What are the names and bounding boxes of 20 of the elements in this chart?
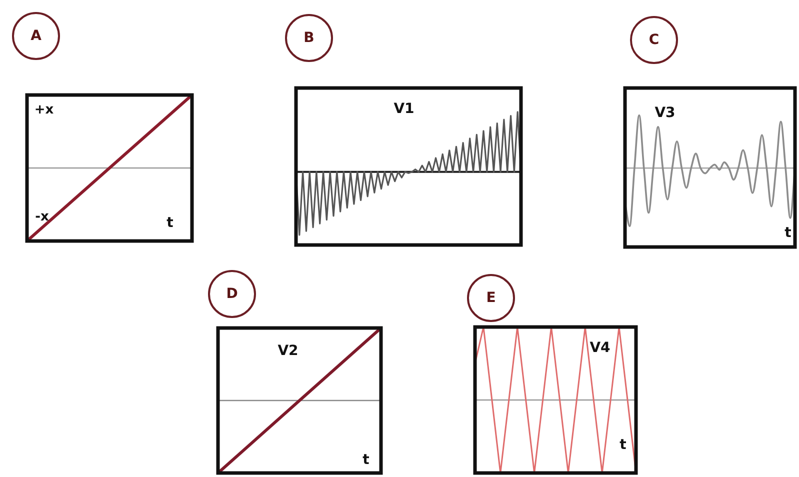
circle-outline: B (285, 14, 333, 62)
annotation: -x (35, 210, 49, 224)
text: V1 (394, 101, 414, 117)
circle-outline: A (12, 12, 60, 60)
x-axis-title: t (362, 452, 370, 468)
x-axis-title: t (784, 225, 792, 241)
chart-title: E (486, 290, 496, 306)
series-label: V4 (590, 340, 610, 356)
chart-title: C (648, 32, 660, 48)
circle-outline: E (467, 274, 515, 322)
circle-outline: C (630, 16, 678, 64)
annotation: +x (34, 102, 54, 118)
x-axis-title: t (166, 215, 174, 231)
chart-title: B (304, 30, 314, 46)
chart-title: A (30, 28, 42, 44)
chart-title: D (226, 286, 238, 302)
circle-outline: D (208, 270, 256, 318)
series-label: V3 (654, 105, 676, 121)
x-axis-title: t (620, 437, 626, 453)
text: V2 (278, 343, 298, 359)
